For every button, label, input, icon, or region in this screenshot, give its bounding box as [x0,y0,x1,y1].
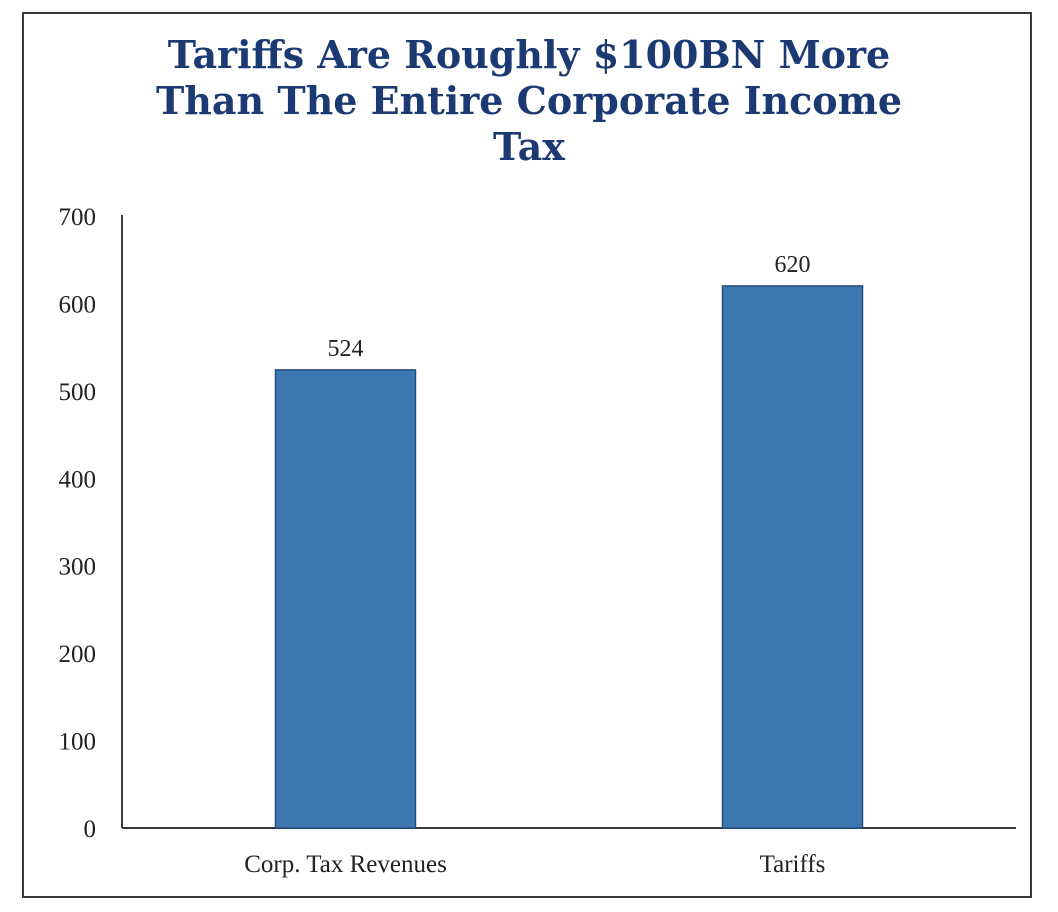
category-labels: Corp. Tax Revenues Tariffs [244,851,825,878]
chart-axes [121,215,1016,829]
y-tick-labels: 0 100 200 300 400 500 600 700 [59,204,97,843]
bar-value-label: 620 [775,252,811,278]
bar-value-label: 524 [328,336,364,362]
category-label: Corp. Tax Revenues [244,851,447,878]
bars [274,285,864,829]
y-tick-label: 700 [59,204,97,231]
category-label: Tariffs [760,851,826,878]
y-tick-label: 600 [59,291,97,318]
bar [274,369,417,829]
chart-title: Tariffs Are Roughly $100BN More Than The… [0,32,1058,170]
chart-title-line-1: Tariffs Are Roughly $100BN More [167,32,891,77]
bar [721,285,864,829]
y-tick-label: 200 [59,641,97,668]
chart-title-line-3: Tax [493,124,565,169]
y-tick-label: 300 [59,554,97,581]
y-tick-label: 0 [84,816,97,843]
data-labels: 524 620 [328,252,811,362]
chart-title-line-2: Than The Entire Corporate Income [155,78,903,123]
y-tick-label: 400 [59,466,97,493]
chart-frame [22,12,1032,898]
y-tick-label: 500 [59,379,97,406]
y-tick-label: 100 [59,729,97,756]
